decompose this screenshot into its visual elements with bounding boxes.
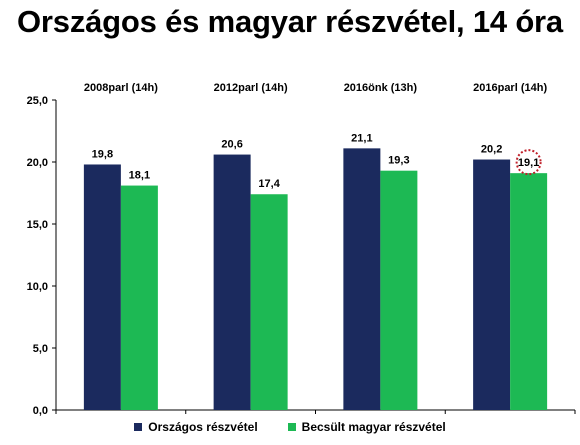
bar bbox=[343, 148, 381, 411]
y-tick-label: 25,0 bbox=[27, 95, 48, 107]
bar bbox=[213, 154, 251, 410]
data-label: 19,1 bbox=[518, 157, 539, 169]
bar bbox=[380, 170, 418, 410]
bar bbox=[83, 164, 121, 410]
category-label: 2016parl (14h) bbox=[473, 82, 547, 94]
bar bbox=[120, 185, 158, 410]
chart-legend: Országos részvétel Becsült magyar részvé… bbox=[0, 420, 580, 434]
legend-label-becsult: Becsült magyar részvétel bbox=[301, 420, 446, 434]
data-label: 19,8 bbox=[92, 148, 113, 160]
y-tick-label: 15,0 bbox=[27, 219, 48, 231]
data-label: 19,3 bbox=[388, 155, 409, 167]
highlight-circle bbox=[515, 149, 542, 176]
legend-swatch-orszagos bbox=[134, 423, 143, 431]
category-label: 2016önk (13h) bbox=[344, 82, 418, 94]
data-label: 20,6 bbox=[221, 139, 242, 151]
data-label: 17,4 bbox=[258, 178, 280, 190]
category-label: 2012parl (14h) bbox=[214, 82, 288, 94]
legend-swatch-becsult bbox=[287, 423, 296, 431]
legend-item-becsult: Becsült magyar részvétel bbox=[287, 420, 446, 434]
y-tick-label: 20,0 bbox=[27, 157, 48, 169]
y-tick-label: 5,0 bbox=[33, 343, 48, 355]
data-label: 20,2 bbox=[481, 144, 502, 156]
category-label: 2008parl (14h) bbox=[84, 82, 158, 94]
bar bbox=[250, 194, 288, 410]
bar bbox=[473, 159, 511, 410]
legend-label-orszagos: Országos részvétel bbox=[148, 420, 258, 434]
y-tick-label: 0,0 bbox=[33, 405, 48, 417]
y-tick-label: 10,0 bbox=[27, 281, 48, 293]
legend-item-orszagos: Országos részvétel bbox=[134, 420, 258, 434]
chart-title: Országos és magyar részvétel, 14 óra bbox=[17, 4, 563, 39]
bar bbox=[510, 173, 548, 410]
data-label: 18,1 bbox=[129, 170, 150, 182]
data-label: 21,1 bbox=[351, 132, 372, 144]
